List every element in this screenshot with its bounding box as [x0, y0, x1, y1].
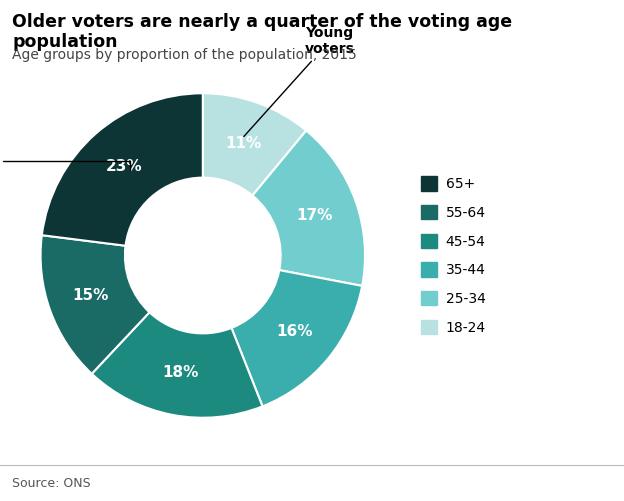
Text: 16%: 16%: [276, 324, 313, 339]
Text: Older
voters: Older voters: [0, 146, 130, 176]
Wedge shape: [232, 270, 362, 406]
Text: Source: ONS: Source: ONS: [12, 477, 91, 490]
Text: Age groups by proportion of the population, 2015: Age groups by proportion of the populati…: [12, 48, 357, 62]
Wedge shape: [42, 93, 203, 246]
Text: 15%: 15%: [72, 289, 109, 304]
Text: BBC: BBC: [555, 475, 593, 489]
Text: 11%: 11%: [225, 136, 261, 151]
Text: 17%: 17%: [297, 207, 333, 222]
Wedge shape: [92, 312, 263, 418]
Wedge shape: [203, 93, 306, 195]
Wedge shape: [41, 235, 150, 374]
Legend: 65+, 55-64, 45-54, 35-44, 25-34, 18-24: 65+, 55-64, 45-54, 35-44, 25-34, 18-24: [421, 176, 485, 335]
Text: 23%: 23%: [105, 158, 142, 173]
Text: 18%: 18%: [162, 365, 198, 380]
Text: Young
voters: Young voters: [244, 26, 354, 136]
Text: Older voters are nearly a quarter of the voting age population: Older voters are nearly a quarter of the…: [12, 13, 512, 51]
Wedge shape: [253, 130, 365, 286]
